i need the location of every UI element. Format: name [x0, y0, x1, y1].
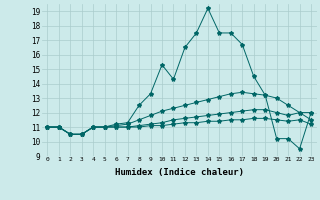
- X-axis label: Humidex (Indice chaleur): Humidex (Indice chaleur): [115, 168, 244, 177]
